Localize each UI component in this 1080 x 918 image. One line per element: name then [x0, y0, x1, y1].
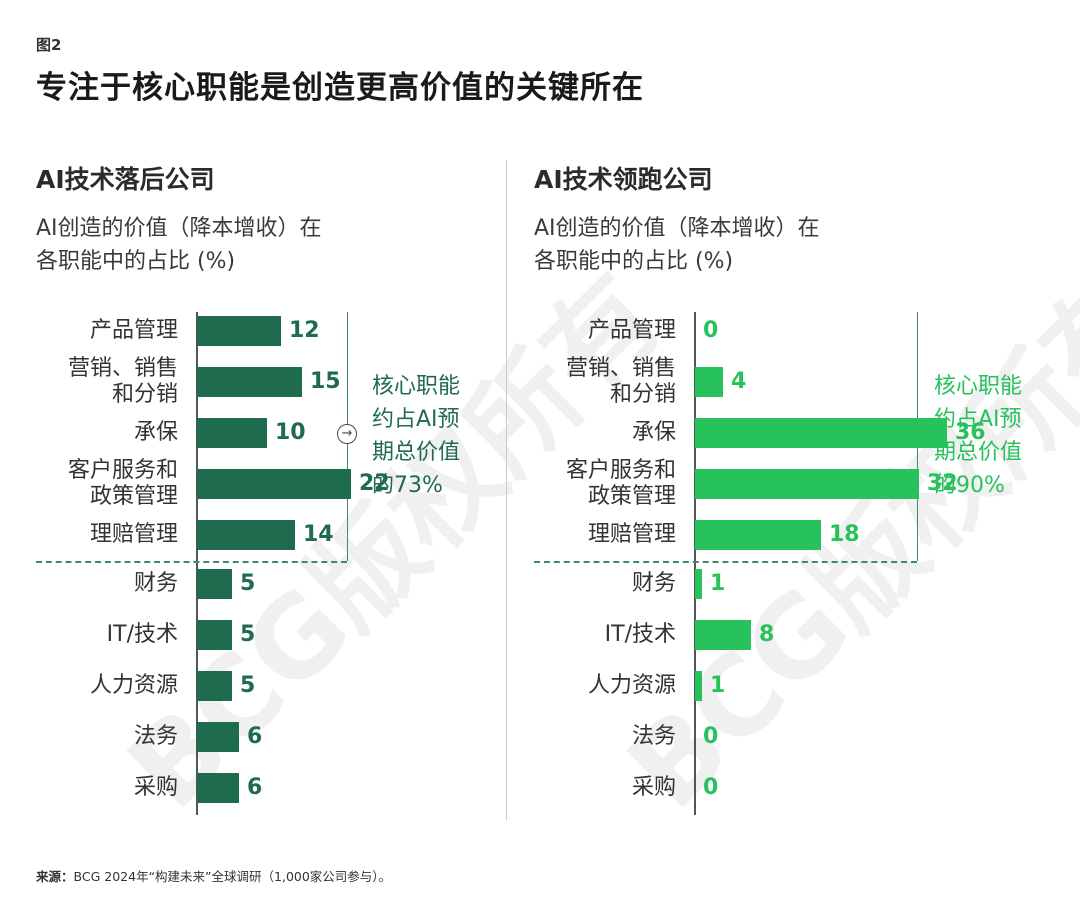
leader-value-label: 0: [703, 318, 719, 343]
leader-bar: [695, 418, 947, 448]
laggard-core-separator: [36, 561, 347, 563]
leader-value-label: 1: [710, 673, 726, 698]
laggard-bar: [197, 773, 239, 803]
leader-category-label: 理赔管理: [587, 522, 676, 547]
laggard-bar: [197, 671, 232, 701]
leader-panel-title: AI技术领跑公司: [534, 165, 713, 194]
leader-bar: [695, 469, 919, 499]
leader-axis-line: [694, 312, 696, 815]
laggard-category-label: 客户服务和 政策管理: [67, 458, 178, 509]
arrow-right-icon: →: [337, 424, 357, 444]
leader-category-label: 产品管理: [587, 318, 676, 343]
laggard-bar: [197, 367, 302, 397]
laggard-category-label: 营销、销售 和分销: [67, 356, 178, 407]
leader-value-label: 4: [731, 369, 747, 394]
leader-core-separator: [534, 561, 917, 563]
laggard-bar: [197, 418, 267, 448]
source-label: 来源：: [36, 869, 74, 884]
laggard-category-label: 财务: [133, 571, 178, 596]
leader-core-annotation: 核心职能 约占AI预 期总价值 的90%: [934, 374, 1023, 498]
laggard-bar: [197, 620, 232, 650]
laggard-value-label: 22: [359, 471, 390, 496]
laggard-axis-line: [196, 312, 198, 815]
leader-value-label: 8: [759, 622, 775, 647]
figure-label: 图2: [36, 36, 62, 54]
leader-category-label: 采购: [631, 775, 676, 800]
leader-category-label: 营销、销售 和分销: [565, 356, 676, 407]
leader-bar: [695, 520, 821, 550]
laggard-bar: [197, 469, 351, 499]
laggard-category-label: 采购: [133, 775, 178, 800]
leader-category-label: 法务: [631, 724, 676, 749]
leader-bar: [695, 620, 751, 650]
leader-value-label: 18: [829, 522, 860, 547]
laggard-value-label: 5: [240, 622, 256, 647]
laggard-value-label: 10: [275, 420, 306, 445]
leader-category-label: 客户服务和 政策管理: [565, 458, 676, 509]
leader-bar: [695, 367, 723, 397]
laggard-value-label: 6: [247, 775, 263, 800]
leader-value-label: 0: [703, 775, 719, 800]
laggard-value-label: 15: [310, 369, 341, 394]
laggard-category-label: 产品管理: [89, 318, 178, 343]
laggard-value-label: 5: [240, 673, 256, 698]
laggard-category-label: 人力资源: [89, 673, 178, 698]
leader-category-label: 财务: [631, 571, 676, 596]
leader-value-label: 32: [927, 471, 958, 496]
leader-category-label: IT/技术: [604, 622, 676, 647]
leader-category-label: 承保: [631, 420, 676, 445]
laggard-bar: [197, 569, 232, 599]
leader-bar: [695, 671, 702, 701]
leader-value-label: 1: [710, 571, 726, 596]
laggard-bar: [197, 316, 281, 346]
laggard-category-label: 承保: [133, 420, 178, 445]
leader-bar: [695, 569, 702, 599]
page-title: 专注于核心职能是创造更高价值的关键所在: [36, 70, 644, 106]
laggard-core-annotation: 核心职能 约占AI预 期总价值 的73%: [372, 374, 461, 498]
laggard-value-label: 14: [303, 522, 334, 547]
source-note: 来源：BCG 2024年“构建未来”全球调研（1,000家公司参与）。: [36, 866, 391, 885]
laggard-bar: [197, 722, 239, 752]
laggard-bar: [197, 520, 295, 550]
laggard-category-label: 法务: [133, 724, 178, 749]
leader-panel-subtitle: AI创造的价值（降本增收）在 各职能中的占比 (%): [534, 216, 820, 274]
laggard-panel-title: AI技术落后公司: [36, 165, 215, 194]
panel-divider: [506, 160, 507, 820]
laggard-panel-subtitle: AI创造的价值（降本增收）在 各职能中的占比 (%): [36, 216, 322, 274]
leader-value-label: 36: [955, 420, 986, 445]
leader-value-label: 0: [703, 724, 719, 749]
leader-category-label: 人力资源: [587, 673, 676, 698]
laggard-value-label: 5: [240, 571, 256, 596]
laggard-value-label: 6: [247, 724, 263, 749]
laggard-category-label: 理赔管理: [89, 522, 178, 547]
laggard-value-label: 12: [289, 318, 320, 343]
source-text: BCG 2024年“构建未来”全球调研（1,000家公司参与）。: [73, 869, 392, 884]
laggard-category-label: IT/技术: [106, 622, 178, 647]
